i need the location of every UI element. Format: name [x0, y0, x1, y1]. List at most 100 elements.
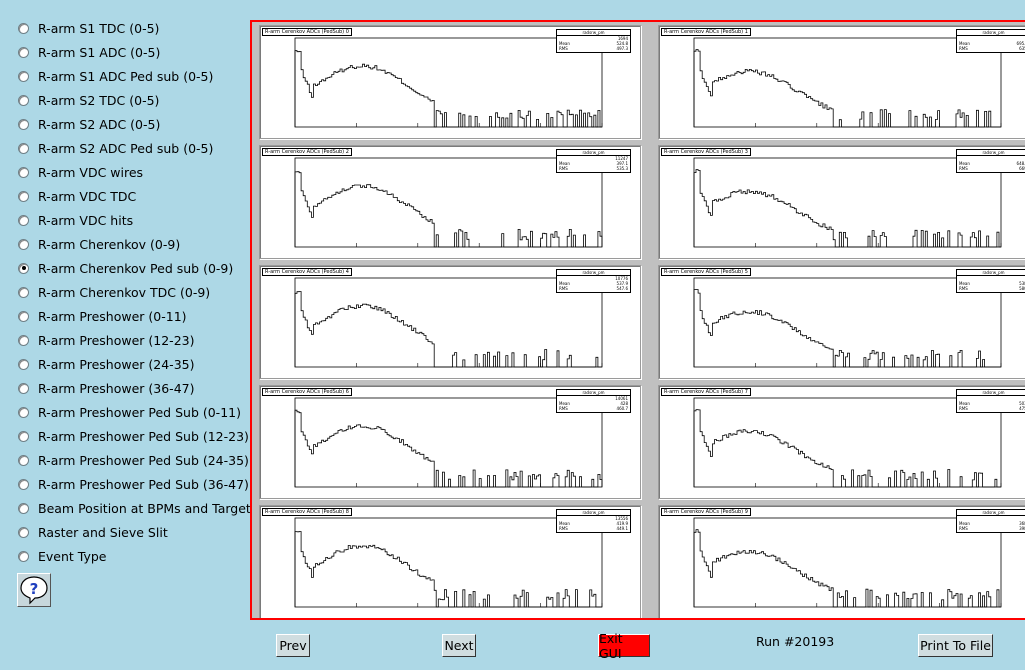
histogram-plot: [693, 277, 1002, 368]
radio-button-icon[interactable]: [18, 118, 29, 130]
radio-option[interactable]: R-arm VDC wires: [18, 162, 143, 182]
radio-option-label: R-arm Cherenkov TDC (0-9): [38, 284, 211, 300]
radio-option[interactable]: R-arm Preshower Ped Sub (24-35): [18, 450, 249, 470]
stats-box: radsrw_pm 10776 Mean 537.9 RMS 547.6: [556, 269, 631, 293]
stats-rms-label: RMS: [959, 406, 968, 411]
radio-option[interactable]: R-arm VDC hits: [18, 210, 133, 230]
radio-button-icon[interactable]: [18, 70, 29, 82]
stats-mean-label: Mean: [559, 161, 570, 166]
radio-option-label: R-arm S1 ADC (0-5): [38, 44, 161, 60]
stats-box: radsrw_pm 14061 Mean 428 RMS 460.7: [556, 389, 631, 413]
stats-mean: 524.8: [616, 41, 628, 46]
stats-rms: 449.1: [616, 526, 628, 531]
radio-button-icon[interactable]: [18, 46, 29, 58]
histogram-title: R-arm Cerenkov ADCs (PedSub) 5: [661, 268, 751, 276]
radio-button-icon[interactable]: [18, 286, 29, 298]
radio-button-icon[interactable]: [18, 550, 29, 562]
radio-option[interactable]: R-arm Cherenkov Ped sub (0-9): [18, 258, 233, 278]
radio-button-icon[interactable]: [18, 262, 29, 274]
radio-button-icon[interactable]: [18, 358, 29, 370]
histogram-pad[interactable]: R-arm Cerenkov ADCs (PedSub) 9 radsrw_pm M…: [658, 505, 1025, 618]
radio-option[interactable]: R-arm Preshower (24-35): [18, 354, 194, 374]
histogram-pad[interactable]: R-arm Cerenkov ADCs (PedSub) 1 radsrw_pm M…: [658, 25, 1025, 139]
radio-button-icon[interactable]: [18, 478, 29, 490]
radio-option[interactable]: Beam Position at BPMs and Target: [18, 498, 251, 518]
histogram-pad[interactable]: R-arm Cerenkov ADCs (PedSub) 2 radsrw_pm 1…: [259, 145, 641, 259]
radio-option[interactable]: R-arm VDC TDC: [18, 186, 136, 206]
exit-gui-button[interactable]: Exit GUI: [598, 631, 650, 661]
histogram-pad[interactable]: R-arm Cerenkov ADCs (PedSub) 7 radsrw_pm M…: [658, 385, 1025, 499]
stats-name: radsrw_pm: [957, 510, 1025, 516]
next-button[interactable]: Next: [442, 634, 476, 657]
radio-option[interactable]: R-arm Preshower Ped Sub (0-11): [18, 402, 241, 422]
radio-button-icon[interactable]: [18, 406, 29, 418]
radio-button-icon[interactable]: [18, 94, 29, 106]
run-number-label: Run #20193: [756, 634, 835, 649]
histogram-plot: [294, 157, 603, 248]
stats-rms-row: RMS 635.: [957, 46, 1025, 51]
radio-button-icon[interactable]: [18, 502, 29, 514]
stats-rms-row: RMS 398.: [957, 526, 1025, 531]
radio-option-label: R-arm Preshower Ped Sub (0-11): [38, 404, 241, 420]
plot-frame: [693, 397, 1002, 488]
stats-box: radsrw_pm Mean 648.3 RMS 669.: [956, 149, 1025, 173]
radio-option-label: Event Type: [38, 548, 107, 564]
histogram-pad[interactable]: R-arm Cerenkov ADCs (PedSub) 6 radsrw_pm 1…: [259, 385, 641, 499]
stats-mean: 538.: [1019, 281, 1025, 286]
radio-button-icon[interactable]: [18, 22, 29, 34]
radio-option[interactable]: Event Type: [18, 546, 107, 566]
radio-button-icon[interactable]: [18, 166, 29, 178]
histogram-pad[interactable]: R-arm Cerenkov ADCs (PedSub) 5 radsrw_pm M…: [658, 265, 1025, 379]
radio-option[interactable]: R-arm S1 TDC (0-5): [18, 18, 159, 38]
stats-rms: 398.: [1019, 526, 1025, 531]
histogram-pad[interactable]: R-arm Cerenkov ADCs (PedSub) 8 radsrw_pm 1…: [259, 505, 641, 618]
histogram-plot: [294, 397, 603, 488]
radio-button-icon[interactable]: [18, 214, 29, 226]
radio-option[interactable]: R-arm S1 ADC (0-5): [18, 42, 160, 62]
stats-entries-row: 14061: [557, 396, 630, 401]
radio-button-icon[interactable]: [18, 310, 29, 322]
histogram-canvas[interactable]: R-arm Cerenkov ADCs (PedSub) 0 radsrw_pm 1…: [250, 20, 1025, 620]
radio-option[interactable]: Raster and Sieve Slit: [18, 522, 168, 542]
radio-option[interactable]: R-arm Preshower (12-23): [18, 330, 194, 350]
stats-mean: 397.1: [616, 161, 628, 166]
help-button[interactable]: ?: [17, 573, 51, 607]
radio-button-icon[interactable]: [18, 334, 29, 346]
stats-mean-label: Mean: [559, 401, 570, 406]
radio-option[interactable]: R-arm S2 TDC (0-5): [18, 90, 159, 110]
radio-option[interactable]: R-arm Preshower Ped Sub (36-47): [18, 474, 249, 494]
histogram-title: R-arm Cerenkov ADCs (PedSub) 7: [661, 388, 751, 396]
radio-option[interactable]: R-arm S1 ADC Ped sub (0-5): [18, 66, 213, 86]
radio-option[interactable]: R-arm S2 ADC (0-5): [18, 114, 160, 134]
radio-button-icon[interactable]: [18, 454, 29, 466]
histogram-pad[interactable]: R-arm Cerenkov ADCs (PedSub) 4 radsrw_pm 1…: [259, 265, 641, 379]
stats-mean-row: Mean 503.: [957, 401, 1025, 406]
radio-option[interactable]: R-arm Cherenkov TDC (0-9): [18, 282, 210, 302]
stats-mean-label: Mean: [959, 161, 970, 166]
histogram-title: R-arm Cerenkov ADCs (PedSub) 1: [661, 28, 751, 36]
print-to-file-button[interactable]: Print To File: [918, 634, 993, 657]
stats-rms-label: RMS: [559, 166, 568, 171]
radio-button-icon[interactable]: [18, 238, 29, 250]
radio-option-label: R-arm S2 ADC Ped sub (0-5): [38, 140, 214, 156]
histogram-pad[interactable]: R-arm Cerenkov ADCs (PedSub) 3 radsrw_pm M…: [658, 145, 1025, 259]
stats-mean: 368.: [1019, 521, 1025, 526]
radio-button-icon[interactable]: [18, 190, 29, 202]
radio-option[interactable]: R-arm Preshower (0-11): [18, 306, 187, 326]
radio-button-icon[interactable]: [18, 382, 29, 394]
radio-button-icon[interactable]: [18, 430, 29, 442]
radio-button-icon[interactable]: [18, 526, 29, 538]
stats-rms: 635.: [1019, 46, 1025, 51]
stats-rms-row: RMS 475.: [957, 406, 1025, 411]
stats-box: radsrw_pm Mean 503. RMS 475.: [956, 389, 1025, 413]
radio-option[interactable]: R-arm Preshower (36-47): [18, 378, 194, 398]
histogram-pad[interactable]: R-arm Cerenkov ADCs (PedSub) 0 radsrw_pm 1…: [259, 25, 641, 139]
histogram-line: [693, 289, 1001, 368]
radio-option[interactable]: R-arm S2 ADC Ped sub (0-5): [18, 138, 213, 158]
radio-option[interactable]: R-arm Cherenkov (0-9): [18, 234, 180, 254]
radio-button-icon[interactable]: [18, 142, 29, 154]
radio-option[interactable]: R-arm Preshower Ped Sub (12-23): [18, 426, 249, 446]
stats-mean: 419.9: [616, 521, 628, 526]
prev-button[interactable]: Prev: [276, 634, 310, 657]
histogram-plot: [294, 277, 603, 368]
